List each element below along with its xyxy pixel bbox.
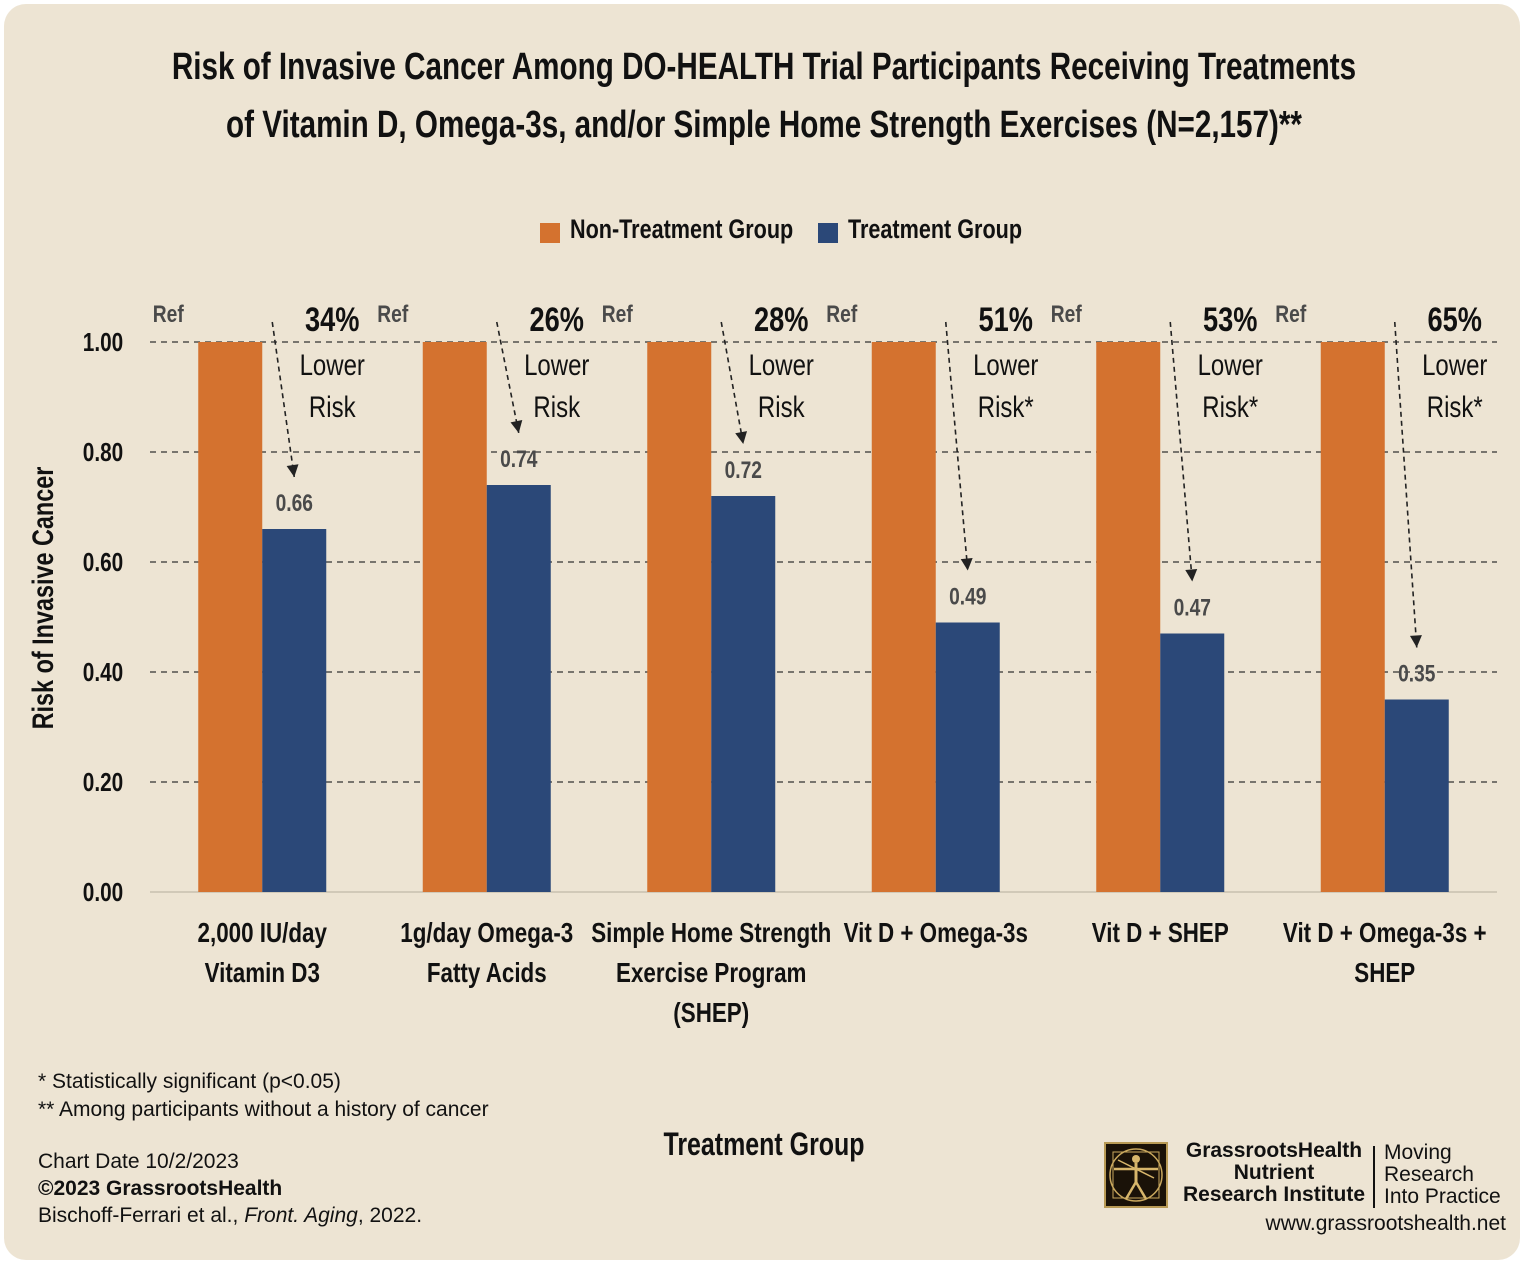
reduction-arrow-line [1393, 321, 1418, 648]
x-tick-label: Vit D + SHEP [1092, 918, 1229, 949]
chart-date: Chart Date 10/2/2023 [38, 1150, 239, 1173]
bar-treatment [1384, 699, 1449, 892]
risk-reduction-percent: 26% [530, 300, 584, 339]
footnotes: * Statistically significant (p<0.05) ** … [38, 1068, 489, 1124]
ref-label: Ref [1275, 300, 1307, 328]
x-tick-label: Simple Home Strength [591, 918, 831, 949]
reduction-arrow-head [1409, 635, 1422, 648]
y-tick-label: 0.40 [83, 658, 123, 687]
reduction-arrow-line [720, 321, 745, 445]
x-tick-label: Vit D + Omega-3s + [1283, 918, 1487, 949]
reduction-arrow-line [944, 321, 969, 571]
risk-reduction-label: Risk* [1202, 389, 1258, 423]
risk-reduction-percent: 28% [754, 300, 808, 339]
y-tick-label: 0.20 [83, 768, 123, 797]
reduction-arrow-line [271, 321, 296, 478]
risk-reduction-label: Risk [309, 389, 356, 423]
reduction-arrow-line [1169, 321, 1194, 582]
copyright: ©2023 GrassrootsHealth [38, 1177, 283, 1200]
reduction-arrow-head [286, 464, 299, 477]
risk-reduction-label: Lower [300, 347, 365, 381]
y-tick-label: 0.00 [83, 878, 123, 907]
data-label-treatment: 0.47 [1174, 593, 1211, 621]
data-label-treatment: 0.35 [1398, 659, 1435, 687]
reduction-arrow-head [1185, 569, 1198, 582]
data-label-treatment: 0.49 [949, 582, 986, 610]
vitruvian-man-logo-icon [1104, 1142, 1168, 1208]
risk-reduction-percent: 51% [979, 300, 1033, 339]
bar-non-treatment [647, 342, 712, 892]
y-tick-label: 1.00 [83, 328, 123, 357]
legend-label-treatment: Treatment Group [848, 214, 1023, 244]
x-tick-label: Exercise Program [616, 958, 806, 989]
data-label-treatment: 0.66 [276, 489, 313, 517]
risk-reduction-label: Risk [533, 389, 580, 423]
risk-reduction-percent: 34% [305, 300, 359, 339]
legend-swatch-non-treatment [540, 223, 560, 243]
risk-reduction-label: Risk* [1427, 389, 1483, 423]
bar-non-treatment [1096, 342, 1161, 892]
ref-label: Ref [1051, 300, 1083, 328]
x-tick-label: 1g/day Omega-3 [400, 918, 573, 949]
bar-non-treatment [871, 342, 936, 892]
risk-reduction-label: Lower [1198, 347, 1263, 381]
reduction-arrow-line [495, 321, 520, 434]
chart-title-line-2: of Vitamin D, Omega-3s, and/or Simple Ho… [226, 104, 1302, 146]
x-tick-label: Vitamin D3 [205, 958, 320, 989]
legend-swatch-treatment [818, 223, 838, 243]
ref-label: Ref [377, 300, 409, 328]
bar-non-treatment [198, 342, 263, 892]
risk-reduction-label: Lower [749, 347, 814, 381]
citation-authors: Bischoff-Ferrari et al., [38, 1204, 245, 1227]
x-tick-label: SHEP [1354, 958, 1415, 989]
chart-title: Risk of Invasive Cancer Among DO-HEALTH … [168, 38, 1360, 154]
risk-reduction-label: Lower [973, 347, 1038, 381]
reduction-arrow-head [960, 558, 973, 571]
chart-title-line-1: Risk of Invasive Cancer Among DO-HEALTH … [171, 46, 1357, 88]
data-label-treatment: 0.72 [725, 456, 762, 484]
bar-non-treatment [422, 342, 487, 892]
branding-divider [1373, 1146, 1375, 1208]
footnote-population: ** Among participants without a history … [38, 1098, 489, 1121]
reduction-arrow-head [510, 420, 523, 433]
citation-journal: Front. Aging [244, 1204, 358, 1227]
citation-year: , 2022. [357, 1204, 423, 1227]
bar-treatment [486, 485, 551, 892]
website-url: www.grassrootshealth.net [1265, 1212, 1506, 1235]
x-tick-label: Vit D + Omega-3s [844, 918, 1028, 949]
bar-treatment [1160, 633, 1225, 892]
data-label-treatment: 0.74 [500, 445, 537, 473]
y-tick-label: 0.80 [83, 438, 123, 467]
bar-non-treatment [1320, 342, 1385, 892]
ref-label: Ref [602, 300, 634, 328]
x-tick-label: 2,000 IU/day [198, 918, 327, 949]
risk-reduction-label: Risk* [978, 389, 1034, 423]
ref-label: Ref [826, 300, 858, 328]
bar-treatment [711, 496, 776, 892]
bar-treatment [935, 622, 1000, 892]
reduction-arrow-head [735, 431, 748, 444]
x-tick-label: Fatty Acids [427, 958, 547, 989]
risk-reduction-label: Lower [524, 347, 589, 381]
risk-reduction-percent: 65% [1428, 300, 1482, 339]
x-axis-title: Treatment Group [663, 1126, 865, 1162]
citation: Bischoff-Ferrari et al., Front. Aging, 2… [38, 1202, 422, 1229]
organization-name: GrassrootsHealth Nutrient Research Insti… [1182, 1139, 1366, 1206]
risk-reduction-label: Risk [758, 389, 805, 423]
footnote-significance: * Statistically significant (p<0.05) [38, 1070, 341, 1093]
tagline: Moving Research Into Practice [1384, 1141, 1501, 1208]
legend-label-non-treatment: Non-Treatment Group [570, 214, 794, 244]
y-tick-label: 0.60 [83, 548, 123, 577]
credits: Chart Date 10/2/2023 ©2023 GrassrootsHea… [38, 1148, 422, 1229]
bar-treatment [262, 529, 327, 892]
risk-reduction-label: Lower [1422, 347, 1487, 381]
x-tick-label: (SHEP) [673, 998, 749, 1029]
risk-reduction-percent: 53% [1203, 300, 1257, 339]
ref-label: Ref [153, 300, 185, 328]
